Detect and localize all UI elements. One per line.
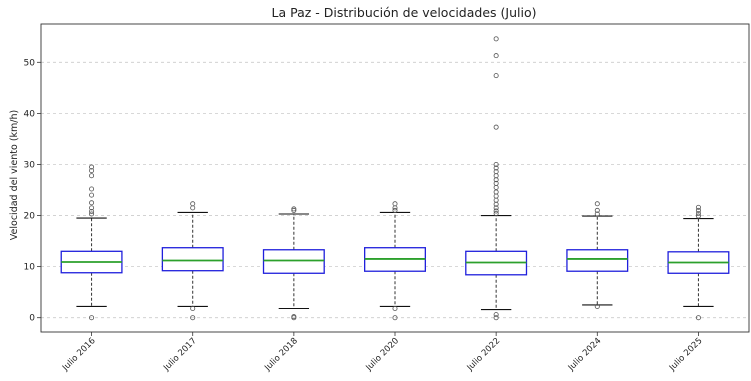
y-tick-label: 20 [24,212,36,222]
outlier-point [190,315,196,321]
y-axis-label: Velocidad del viento (km/h) [9,110,20,240]
outlier-point [493,36,499,42]
outlier-point [392,306,398,312]
axes-layer [40,23,750,333]
outlier-point [89,315,95,321]
box-group [667,204,730,321]
chart-title: La Paz - Distribución de velocidades (Ju… [272,5,537,20]
outlier-point [89,208,95,214]
box-group [465,36,528,321]
outlier-point [89,168,95,174]
x-tick-label: Julio 2022 [465,336,503,374]
outlier-point [695,315,701,321]
outlier-point [493,315,499,321]
y-tick-label: 50 [24,58,36,68]
outlier-point [695,204,701,210]
outlier-point [89,200,95,206]
outlier-point [493,210,499,216]
outlier-point [594,201,600,207]
box-group [566,201,629,309]
box-group [60,164,123,321]
box-group [364,201,426,321]
outlier-point [695,210,701,216]
iqr-box [161,247,224,272]
outlier-point [89,205,95,211]
outlier-point [493,184,499,190]
outlier-point [190,205,196,211]
outlier-point [493,205,499,211]
x-tick-label: Julio 2016 [60,336,98,374]
x-tick-label: Julio 2020 [364,336,402,374]
outlier-point [291,207,297,213]
outlier-point [493,161,499,167]
x-tick-label: Julio 2025 [667,336,705,374]
iqr-box [566,249,629,272]
outlier-point [493,312,499,318]
x-tick-label: Julio 2017 [161,336,199,374]
plot-frame [40,23,750,333]
outlier-point [594,303,600,309]
outlier-point [493,208,499,214]
outlier-point [89,192,95,198]
y-tick-label: 40 [24,109,36,119]
grid-layer [41,61,749,319]
outlier-point [594,211,600,217]
outlier-point [392,205,398,211]
y-tick-label: 30 [24,160,36,170]
iqr-box [262,249,325,274]
outlier-point [190,201,196,207]
outlier-point [291,206,297,212]
outlier-point [493,189,499,195]
outlier-point [392,207,398,213]
outlier-point [89,186,95,192]
outlier-point [493,124,499,130]
y-tick-label: 0 [29,314,35,324]
outlier-point [89,164,95,170]
outlier-point [493,165,499,171]
y-tick-label: 10 [24,263,36,273]
outlier-point [493,173,499,179]
outlier-point [695,207,701,213]
outlier-point [594,207,600,213]
outlier-point [493,169,499,175]
outlier-point [392,201,398,207]
outlier-point [493,53,499,59]
x-tick-label: Julio 2024 [566,336,604,374]
outlier-point [493,73,499,79]
outlier-point [493,197,499,203]
outlier-point [493,193,499,199]
outlier-point [695,213,701,219]
box-group [161,201,224,321]
outlier-point [291,314,297,320]
boxes-layer [60,36,730,321]
outlier-point [190,306,196,312]
outlier-point [493,180,499,186]
x-tick-label: Julio 2018 [262,336,300,374]
box-group [262,206,325,321]
outlier-point [89,211,95,217]
outlier-point [392,315,398,321]
outlier-point [89,173,95,179]
